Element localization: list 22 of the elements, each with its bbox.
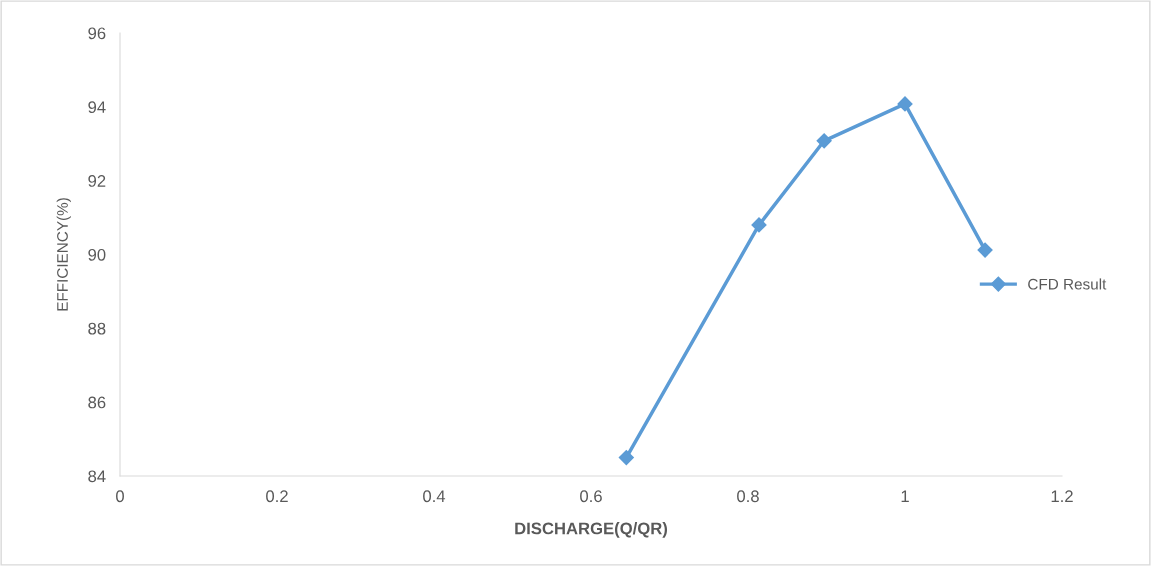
x-tick-label: 0.6: [580, 490, 602, 503]
x-tick-label: 1.2: [1051, 490, 1073, 502]
y-tick-label: 92: [88, 175, 106, 187]
point: [751, 217, 767, 233]
x-tick-label: 0: [116, 490, 124, 503]
y-tick-label: 86: [88, 396, 106, 409]
x-tick-label: 0.4: [423, 490, 446, 503]
point: [618, 449, 634, 466]
y-tick-label: 84: [88, 470, 106, 483]
x-tick-label: 0.8: [737, 490, 759, 503]
y-axis-title: EFFICIENCY(%): [56, 198, 71, 311]
y-tick-label: 94: [88, 101, 106, 114]
point: [816, 133, 832, 149]
point: [977, 242, 993, 258]
y-tick-label: 96: [88, 27, 106, 40]
y-tick-label: 88: [88, 322, 106, 335]
y-tick-label: 90: [88, 248, 106, 261]
x-tick-label: 1: [901, 490, 909, 502]
legend-label: CFD Result: [1028, 278, 1107, 290]
x-tick-label: 0.2: [266, 490, 288, 503]
x-axis-title: DISCHARGE(Q/QR): [515, 522, 668, 538]
point: [897, 96, 913, 112]
